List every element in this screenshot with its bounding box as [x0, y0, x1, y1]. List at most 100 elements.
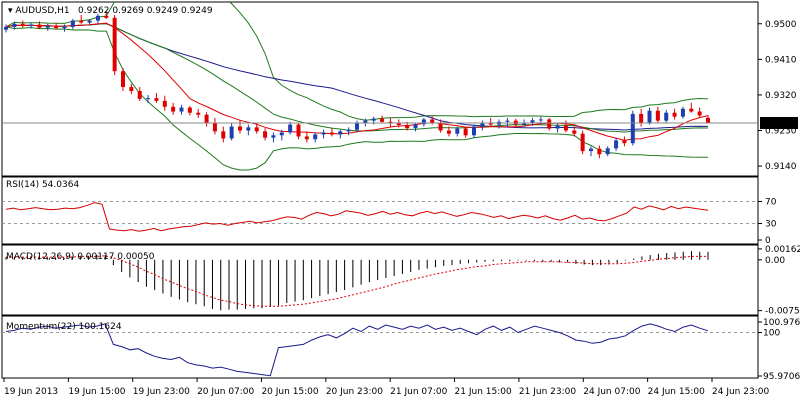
- candle-body: [614, 140, 619, 149]
- candle-body: [20, 23, 25, 26]
- y-tick-label: 0.9320: [765, 91, 797, 101]
- x-tick-label: 21 Jun 15:00: [455, 387, 512, 397]
- candle-body: [672, 112, 677, 117]
- x-tick-label: 24 Jun 07:00: [583, 387, 640, 397]
- candle-body: [338, 131, 343, 135]
- y-tick-label: 0.9410: [765, 55, 797, 65]
- candle-body: [563, 125, 568, 131]
- panel-frame: [1, 176, 759, 245]
- x-tick-label: 21 Jun 23:00: [519, 387, 576, 397]
- candle-body: [572, 130, 577, 134]
- candle-body: [238, 126, 242, 131]
- candle-body: [346, 129, 351, 132]
- macd-title: MACD(12,26,9) 0.00117 0.00050: [6, 252, 155, 262]
- candle-body: [162, 100, 167, 107]
- candle-body: [95, 15, 100, 21]
- candle-body: [254, 127, 259, 132]
- candle-body: [70, 20, 75, 27]
- candle-body: [505, 120, 510, 122]
- x-tick-label: 19 Jun 15:00: [68, 387, 125, 397]
- candle-body: [446, 130, 451, 134]
- candle-body: [605, 148, 610, 155]
- candle-body: [171, 106, 176, 112]
- y-tick-label: 0: [765, 236, 771, 246]
- x-tick-label: 20 Jun 15:00: [261, 387, 318, 397]
- candle-body: [530, 120, 535, 123]
- candle-body: [179, 107, 184, 112]
- y-tick-label: 0.9230: [765, 127, 797, 137]
- candle-body: [455, 128, 460, 134]
- candle-body: [196, 112, 201, 115]
- candle-body: [104, 15, 109, 18]
- ohlc-readout: 0.9262 0.9269 0.9249 0.9249: [78, 6, 213, 16]
- candle-body: [279, 132, 284, 136]
- candle-body: [488, 122, 493, 125]
- panel-frame: [1, 244, 759, 316]
- x-tick-label: 19 Jun 2013: [4, 387, 58, 397]
- y-tick-label: 100.9767: [763, 318, 800, 328]
- panel-frame: [1, 1, 759, 177]
- y-tick-label: 0.00162: [765, 245, 800, 255]
- rsi-line: [5, 202, 709, 232]
- candle-body: [329, 132, 334, 135]
- candle-body: [405, 124, 410, 129]
- y-tick-label: 30: [765, 220, 777, 230]
- candle-body: [29, 24, 34, 26]
- rsi-title: RSI(14) 54.0364: [6, 180, 79, 190]
- momentum-title: Momentum(22) 100.1624: [6, 322, 122, 332]
- x-tick-label: 24 Jun 23:00: [712, 387, 769, 397]
- candle-body: [121, 71, 125, 88]
- candle-body: [321, 132, 326, 135]
- candle-body: [647, 110, 652, 123]
- candle-body: [54, 26, 59, 29]
- candle-body: [589, 148, 593, 152]
- candle-body: [221, 131, 226, 139]
- candle-body: [12, 23, 17, 27]
- candle-body: [371, 118, 376, 121]
- candle-body: [706, 117, 710, 124]
- bollinger-upper: [5, 2, 709, 121]
- candle-body: [288, 124, 293, 133]
- candle-body: [304, 136, 309, 140]
- candle-body: [246, 127, 251, 131]
- candle-body: [37, 24, 42, 28]
- candle-body: [472, 126, 476, 136]
- candle-body: [187, 107, 192, 113]
- candle-body: [655, 110, 660, 121]
- candle-body: [396, 123, 401, 125]
- candle-body: [45, 26, 50, 28]
- candle-body: [154, 98, 159, 101]
- macd-signal-line: [6, 255, 708, 307]
- candle-body: [555, 125, 560, 129]
- candle-body: [580, 133, 585, 152]
- candle-body: [313, 134, 318, 140]
- candle-body: [413, 124, 418, 129]
- y-tick-label: 0.9140: [765, 162, 797, 172]
- candle-body: [522, 122, 527, 125]
- candle-body: [680, 108, 685, 117]
- candle-body: [146, 98, 151, 100]
- candle-body: [212, 122, 217, 132]
- candle-body: [639, 113, 644, 123]
- candle-body: [79, 20, 84, 23]
- y-tick-label: 0.00: [765, 256, 785, 266]
- current-price-box: [760, 117, 798, 130]
- candle-body: [597, 148, 602, 155]
- x-tick-label: 20 Jun 23:00: [326, 387, 383, 397]
- candle-body: [622, 140, 627, 144]
- momentum-line: [5, 323, 709, 377]
- candle-body: [355, 122, 359, 130]
- candle-body: [380, 118, 385, 122]
- candle-body: [547, 119, 552, 129]
- candle-body: [129, 87, 134, 91]
- candle-body: [4, 26, 8, 30]
- y-tick-label: 70: [765, 198, 777, 208]
- candle-body: [229, 126, 234, 139]
- candle-body: [137, 90, 142, 99]
- candle-body: [630, 113, 635, 144]
- candle-body: [112, 17, 117, 72]
- candle-body: [296, 124, 301, 137]
- x-tick-label: 20 Jun 07:00: [197, 387, 254, 397]
- x-tick-label: 21 Jun 07:00: [390, 387, 447, 397]
